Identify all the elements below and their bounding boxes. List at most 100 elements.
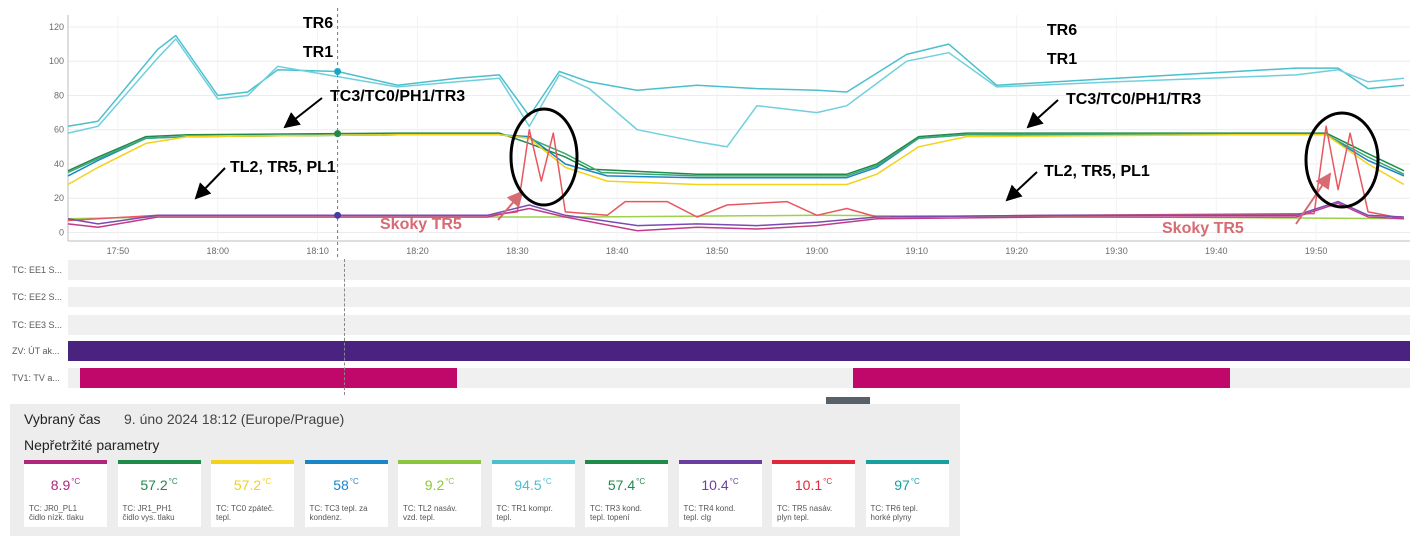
event-lane[interactable]: TV1: TV a...: [0, 367, 1420, 389]
y-tick-label: 0: [59, 227, 64, 237]
param-card-unit: °C: [262, 477, 272, 486]
annotation-arrow: [1026, 99, 1059, 129]
param-card-value: 8.9: [50, 477, 71, 493]
event-lane[interactable]: TC: EE2 S...: [0, 286, 1420, 308]
param-card-value-row: 58°C: [305, 477, 388, 493]
cursor-marker-tr4: [334, 211, 342, 219]
param-card[interactable]: 57.2°C TC: JR1_PH1 čidlo vys. tlaku: [117, 460, 201, 527]
param-card-value: 94.5: [514, 477, 542, 493]
event-lane-track: [68, 315, 1410, 335]
series-line-tr6[interactable]: [67, 34, 1405, 128]
selected-time-panel: Vybraný čas 9. úno 2024 18:12 (Europe/Pr…: [10, 404, 960, 536]
selected-time-label: Vybraný čas: [24, 411, 101, 427]
param-card[interactable]: 8.9°C TC: JR0_PL1 čidlo nízk. tlaku: [24, 460, 107, 527]
param-card[interactable]: 94.5°C TC: TR1 kompr. tepl.: [491, 460, 575, 527]
param-card-label: TC: TR3 kond. tepl. topení: [590, 504, 642, 522]
annotation-label: TC3/TC0/PH1/TR3: [1066, 91, 1201, 108]
time-cursor-line-lanes: [344, 259, 345, 395]
x-tick-label: 19:10: [905, 246, 928, 256]
series-line-tr1[interactable]: [67, 38, 1405, 148]
param-card-color-bar: [398, 460, 481, 464]
param-card[interactable]: 58°C TC: TC3 tepl. za kondenz.: [304, 460, 388, 527]
event-lane-track: [68, 260, 1410, 280]
series-line-pl1[interactable]: [67, 202, 1405, 232]
param-card-value-row: 57.2°C: [211, 477, 294, 493]
param-card-value-row: 10.4°C: [679, 477, 762, 493]
param-card-color-bar: [585, 460, 668, 464]
param-card[interactable]: 57.4°C TC: TR3 kond. tepl. topení: [585, 460, 668, 527]
x-tick-label: 19:40: [1205, 246, 1228, 256]
event-lane-bar[interactable]: [68, 341, 1410, 361]
event-lane[interactable]: TC: EE1 S...: [0, 259, 1420, 281]
series-line-tr3[interactable]: [67, 132, 1405, 175]
selected-time-value: 9. úno 2024 18:12 (Europe/Prague): [124, 411, 345, 427]
param-card-value: 57.2: [140, 477, 168, 493]
param-card-color-bar: [865, 460, 949, 464]
param-card-label: TC: TC0 zpáteč. tepl.: [216, 504, 275, 522]
param-card-label: TC: TL2 nasáv. vzd. tepl.: [403, 504, 457, 522]
y-tick-label: 40: [54, 159, 64, 169]
param-card-value: 10.1: [794, 477, 823, 493]
param-card-unit: °C: [168, 477, 178, 486]
series-line-tr4[interactable]: [67, 200, 1405, 227]
param-card-value-row: 9.2°C: [398, 477, 481, 493]
tr5-jump-highlight-ellipse: [509, 107, 579, 207]
param-card-value-row: 57.2°C: [118, 477, 201, 493]
param-card-label: TC: TR6 tepl. horké plyny: [870, 504, 918, 522]
y-tick-label: 120: [49, 22, 64, 32]
param-card-label: TC: TR5 nasáv. plyn tepl.: [777, 504, 833, 522]
x-tick-label: 18:00: [207, 246, 230, 256]
param-card-label: TC: JR1_PH1 čidlo vys. tlaku: [122, 504, 175, 522]
x-tick-label: 18:20: [406, 246, 429, 256]
annotation-arrow: [283, 97, 323, 129]
param-card-unit: °C: [729, 477, 739, 486]
x-tick-label: 18:10: [306, 246, 329, 256]
event-lane-bar[interactable]: [79, 368, 458, 388]
event-lane-label: ZV: ÚT ak...: [12, 346, 60, 356]
param-card[interactable]: 10.4°C TC: TR4 kond. tepl. clg: [678, 460, 762, 527]
y-tick-label: 20: [54, 193, 64, 203]
series-line-tc0[interactable]: [67, 134, 1405, 186]
param-card-value-row: 10.1°C: [772, 477, 855, 493]
param-card-unit: °C: [823, 477, 833, 486]
annotation-label: TR1: [303, 44, 333, 61]
param-card-value: 57.2: [233, 477, 262, 493]
time-series-chart[interactable]: 120 100 80 60 40 20 0 17:50 18:00 18:10 18:20 18:30…: [0, 0, 1420, 260]
annotation-label: TL2, TR5, PL1: [230, 159, 336, 176]
param-card[interactable]: 97°C TC: TR6 tepl. horké plyny: [865, 460, 949, 527]
param-card[interactable]: 57.2°C TC: TC0 zpáteč. tepl.: [211, 460, 294, 527]
annotation-label: Skoky TR5: [380, 216, 462, 233]
param-card-color-bar: [304, 460, 388, 464]
param-card-unit: °C: [910, 477, 920, 486]
cursor-marker-tr6: [334, 68, 342, 75]
param-card-color-bar: [117, 460, 201, 464]
chart-svg[interactable]: 120 100 80 60 40 20 0 17:50 18:00 18:10 18:20 18:30…: [0, 0, 1420, 260]
param-card-unit: °C: [71, 477, 81, 486]
param-card[interactable]: 9.2°C TC: TL2 nasáv. vzd. tepl.: [398, 460, 481, 527]
timeline-scroll-thumb[interactable]: [826, 397, 870, 404]
event-lane-label: TC: EE1 S...: [12, 265, 63, 275]
x-tick-label: 18:50: [706, 246, 729, 256]
x-tick-label: 18:30: [506, 246, 529, 256]
event-lane-label: TV1: TV a...: [12, 373, 60, 383]
param-card-label: TC: TR4 kond. tepl. clg: [683, 504, 736, 522]
param-card-value-row: 57.4°C: [585, 477, 668, 493]
series-line-tr5[interactable]: [67, 125, 1405, 222]
x-tick-label: 18:40: [606, 246, 629, 256]
param-card-color-bar: [678, 460, 762, 464]
annotation-label: TR6: [1047, 22, 1077, 39]
annotation-label: Skoky TR5: [1162, 220, 1244, 237]
x-tick-label: 19:30: [1105, 246, 1128, 256]
event-lane[interactable]: ZV: ÚT ak...: [0, 340, 1420, 362]
event-lane-bar[interactable]: [852, 368, 1231, 388]
event-lane-track: [68, 287, 1410, 307]
x-tick-label: 19:00: [806, 246, 829, 256]
param-card-value: 9.2: [424, 477, 445, 493]
annotation-arrow: [194, 167, 226, 200]
param-card-unit: °C: [636, 477, 646, 486]
param-card-value-row: 8.9°C: [24, 477, 107, 493]
param-card-label: TC: TR1 kompr. tepl.: [496, 504, 553, 522]
event-lane[interactable]: TC: EE3 S...: [0, 314, 1420, 336]
param-card[interactable]: 10.1°C TC: TR5 nasáv. plyn tepl.: [772, 460, 855, 527]
param-card-unit: °C: [445, 477, 455, 486]
